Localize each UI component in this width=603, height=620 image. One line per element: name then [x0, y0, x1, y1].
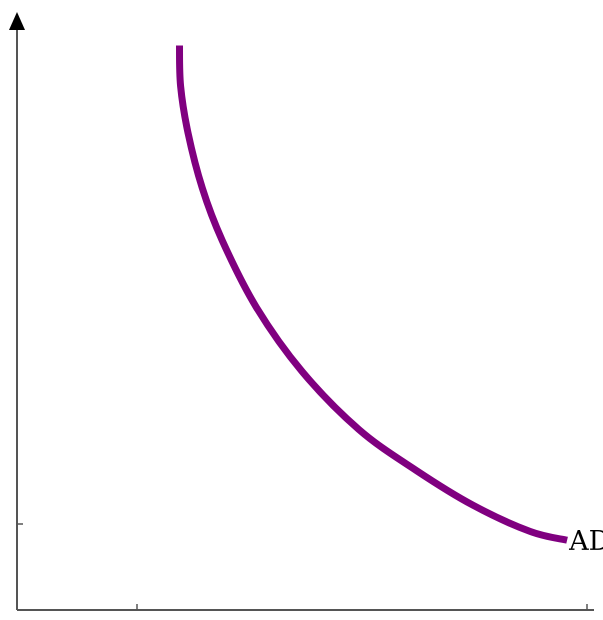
series-layer: AD — [176, 45, 603, 557]
y-axis-arrow-icon — [9, 12, 25, 30]
axes — [9, 12, 594, 611]
series-label: AD — [568, 526, 603, 557]
series-line-ad — [176, 45, 568, 544]
